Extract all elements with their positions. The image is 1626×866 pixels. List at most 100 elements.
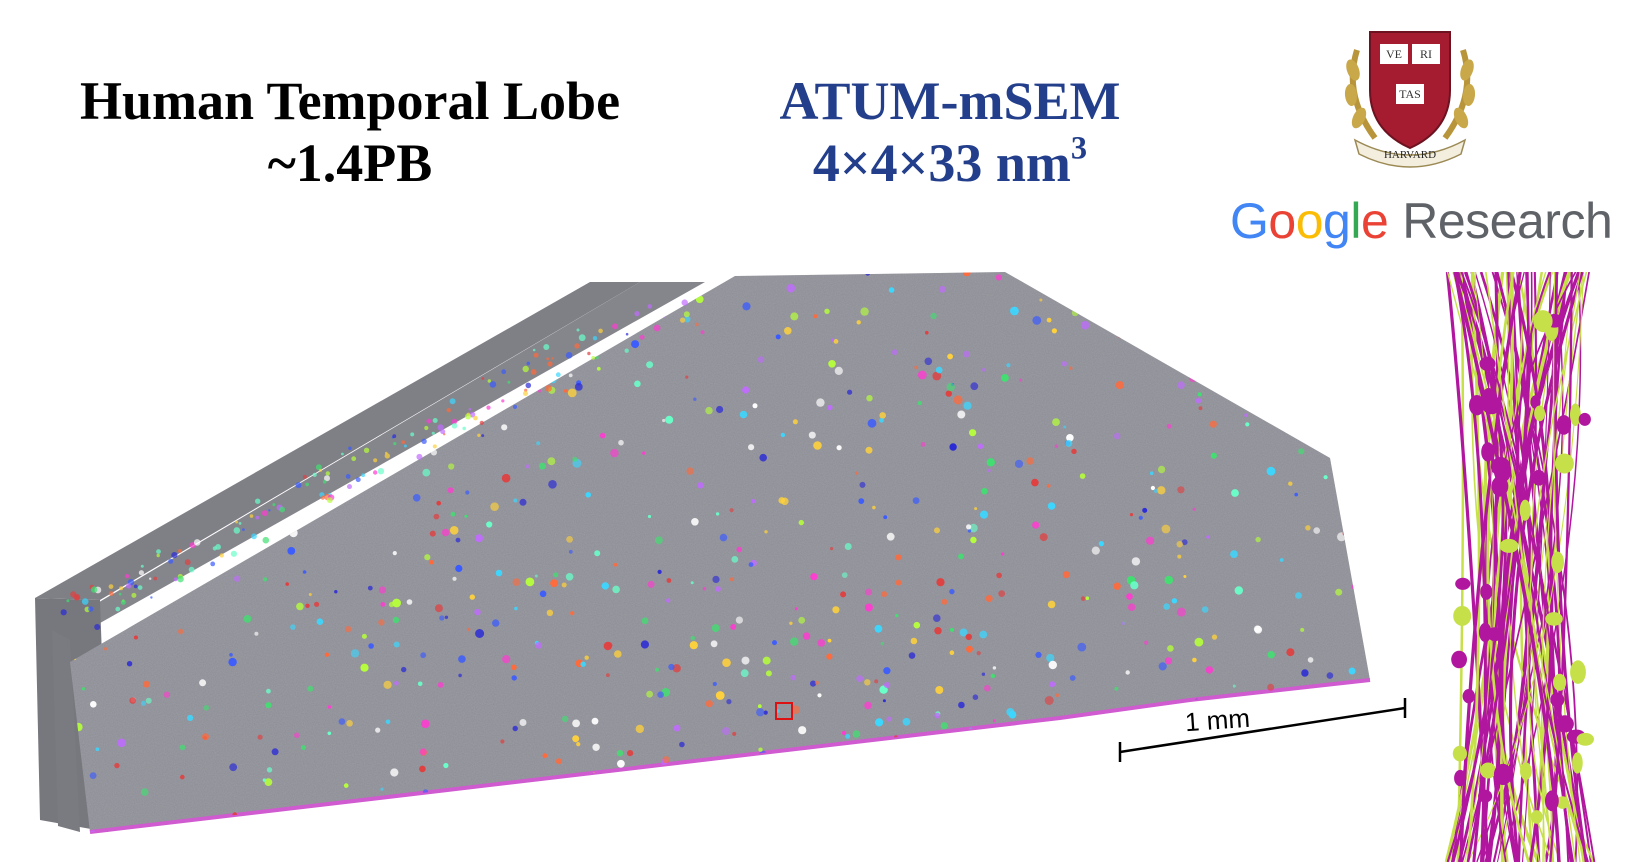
cell-speck [73, 834, 77, 838]
neuron-soma [1480, 762, 1497, 779]
cell-speck [421, 719, 430, 729]
cell-speck [612, 585, 620, 594]
cell-speck [1138, 515, 1143, 520]
ribbon-text: HARVARD [1384, 149, 1436, 161]
cell-speck [266, 828, 273, 832]
cell-speck [1079, 473, 1086, 479]
cell-speck [866, 395, 873, 402]
cell-speck [1177, 554, 1182, 559]
cell-speck [584, 655, 589, 660]
cell-speck [254, 631, 259, 636]
cell-speck [368, 643, 374, 649]
cell-speck [741, 656, 750, 665]
cell-speck [373, 470, 378, 475]
cell-speck [1286, 648, 1295, 657]
cell-speck [546, 357, 550, 361]
cell-speck [307, 685, 314, 692]
cell-speck [705, 406, 713, 415]
cell-speck [1197, 392, 1202, 397]
cell-speck [168, 558, 174, 564]
cell-speck [106, 442, 113, 449]
cell-speck [424, 554, 431, 561]
neurite [1453, 272, 1487, 862]
cell-speck [229, 653, 233, 657]
cell-speck [287, 547, 296, 555]
cell-speck [204, 570, 210, 576]
cell-speck [392, 598, 401, 608]
cell-speck [1198, 406, 1203, 411]
cell-speck [802, 632, 811, 640]
cell-speck [1006, 773, 1014, 781]
cell-speck [238, 522, 242, 525]
cell-speck [1008, 710, 1017, 719]
cell-speck [1129, 513, 1134, 517]
neuron-soma [1555, 715, 1574, 733]
cell-speck [1033, 801, 1039, 806]
cell-speck [557, 787, 562, 792]
cell-speck [305, 603, 310, 608]
cell-speck [315, 464, 322, 471]
cell-speck [345, 474, 351, 479]
cell-speck [98, 549, 104, 555]
cell-speck [1216, 347, 1223, 354]
cell-speck [1181, 539, 1188, 546]
cell-speck [1031, 478, 1039, 487]
cell-speck [1113, 582, 1121, 590]
cell-speck [616, 750, 624, 757]
cell-speck [84, 395, 90, 402]
cell-speck [151, 445, 157, 451]
cell-speck [554, 818, 563, 827]
cell-speck [546, 609, 554, 616]
cell-speck [334, 590, 338, 594]
cell-speck [120, 599, 126, 605]
cell-speck [308, 593, 312, 596]
cell-speck [576, 742, 581, 747]
cell-speck [446, 408, 451, 413]
cell-speck [1230, 550, 1238, 558]
cell-speck [521, 817, 531, 827]
cell-speck [458, 673, 462, 678]
cell-speck [464, 514, 468, 518]
cell-speck [429, 559, 434, 565]
cell-speck [979, 510, 989, 519]
cell-speck [867, 418, 877, 428]
cell-speck [612, 323, 618, 330]
cell-speck [757, 704, 762, 709]
cell-speck [1177, 486, 1185, 494]
cell-speck [1035, 279, 1041, 285]
shield-text-ri: RI [1420, 47, 1432, 61]
cell-speck [94, 624, 101, 630]
cell-speck [934, 527, 940, 534]
cell-speck [1242, 805, 1248, 812]
cell-speck [1071, 309, 1079, 317]
cell-speck [817, 639, 826, 647]
cell-speck [1237, 393, 1246, 401]
cell-speck [478, 338, 484, 344]
cell-speck [662, 756, 670, 764]
cell-speck [673, 724, 681, 732]
cell-speck [1259, 411, 1268, 419]
cell-speck [693, 397, 697, 401]
cell-speck [1244, 745, 1250, 751]
cell-speck [1052, 418, 1060, 426]
cell-speck [990, 673, 996, 679]
cell-speck [219, 553, 224, 558]
cell-speck [492, 619, 500, 627]
cell-speck [519, 498, 527, 506]
cell-speck [143, 680, 150, 688]
cell-speck [401, 440, 406, 444]
cell-speck [1361, 516, 1368, 523]
cell-speck [486, 521, 493, 528]
cell-speck [711, 624, 720, 633]
cell-speck [345, 625, 352, 633]
cell-speck [1228, 292, 1235, 299]
cell-speck [559, 283, 566, 290]
shield-text-tas: TAS [1399, 87, 1421, 101]
cell-speck [592, 743, 600, 751]
cell-speck [1107, 768, 1111, 772]
cell-speck [1321, 385, 1330, 394]
cell-speck [114, 762, 120, 769]
cell-speck [1121, 785, 1127, 790]
cell-speck [1167, 645, 1174, 652]
cell-speck [178, 549, 182, 553]
